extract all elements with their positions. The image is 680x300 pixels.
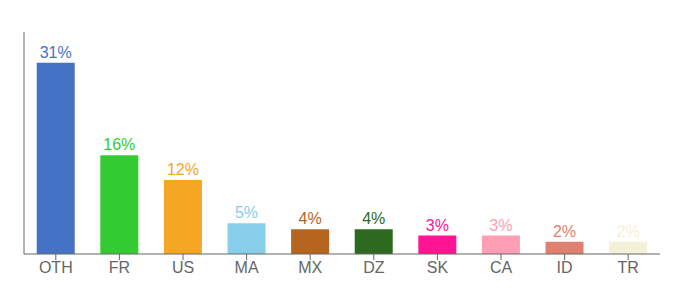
svg-text:TR: TR: [618, 259, 639, 276]
svg-text:12%: 12%: [167, 161, 199, 178]
svg-text:2%: 2%: [553, 223, 576, 240]
svg-text:DZ: DZ: [363, 259, 385, 276]
svg-text:MX: MX: [298, 259, 322, 276]
svg-text:3%: 3%: [426, 217, 449, 234]
svg-text:31%: 31%: [40, 44, 72, 61]
svg-text:SK: SK: [427, 259, 449, 276]
svg-text:2%: 2%: [617, 223, 640, 240]
svg-text:US: US: [172, 259, 194, 276]
svg-text:3%: 3%: [489, 217, 512, 234]
svg-text:CA: CA: [490, 259, 513, 276]
svg-text:ID: ID: [557, 259, 573, 276]
svg-text:OTH: OTH: [39, 259, 73, 276]
svg-text:4%: 4%: [362, 210, 385, 227]
svg-text:16%: 16%: [103, 136, 135, 153]
svg-text:FR: FR: [109, 259, 130, 276]
svg-text:5%: 5%: [235, 204, 258, 221]
svg-text:4%: 4%: [299, 210, 322, 227]
svg-text:MA: MA: [235, 259, 259, 276]
